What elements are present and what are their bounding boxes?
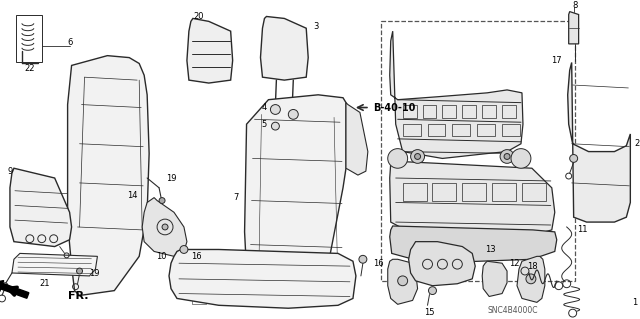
Circle shape [77, 268, 83, 274]
Polygon shape [390, 161, 555, 242]
Bar [452, 124, 470, 136]
Circle shape [411, 150, 424, 163]
Circle shape [429, 287, 436, 294]
Text: 22: 22 [24, 64, 35, 73]
Circle shape [415, 153, 420, 160]
Polygon shape [569, 11, 579, 44]
Text: FR.: FR. [68, 292, 88, 301]
Bar [502, 124, 520, 136]
Circle shape [159, 197, 165, 204]
Text: 1: 1 [632, 298, 637, 307]
Text: 16: 16 [191, 252, 202, 261]
Polygon shape [346, 103, 368, 175]
Bar [462, 183, 486, 201]
Circle shape [359, 256, 367, 263]
Circle shape [500, 150, 514, 163]
Text: 19: 19 [90, 270, 100, 278]
Circle shape [526, 274, 536, 284]
Bar [522, 183, 546, 201]
Text: 5: 5 [261, 120, 266, 129]
Bar [192, 297, 206, 304]
Polygon shape [260, 17, 308, 80]
Polygon shape [12, 253, 97, 276]
Bar [403, 183, 426, 201]
Bar [291, 297, 305, 304]
Text: 13: 13 [485, 245, 496, 254]
Circle shape [570, 154, 578, 162]
Text: 16: 16 [373, 259, 383, 268]
FancyArrow shape [0, 281, 29, 298]
Text: 18: 18 [527, 262, 537, 271]
Bar [403, 105, 417, 118]
Polygon shape [390, 226, 557, 263]
Polygon shape [388, 259, 417, 304]
Circle shape [180, 246, 188, 253]
Polygon shape [408, 242, 476, 286]
Text: 21: 21 [40, 279, 50, 288]
Text: 20: 20 [193, 12, 204, 21]
Text: 15: 15 [424, 308, 435, 317]
Bar [442, 105, 456, 118]
Bar [477, 124, 495, 136]
Circle shape [289, 109, 298, 119]
Text: 4: 4 [261, 103, 266, 112]
Circle shape [388, 149, 408, 168]
Text: 8: 8 [572, 1, 577, 10]
Bar [217, 297, 230, 304]
Bar [502, 105, 516, 118]
Polygon shape [482, 261, 507, 296]
Text: 12: 12 [509, 259, 520, 268]
Polygon shape [169, 249, 356, 308]
Polygon shape [68, 56, 149, 295]
Circle shape [271, 105, 280, 115]
Circle shape [397, 276, 408, 286]
Bar [403, 124, 420, 136]
Bar [266, 297, 280, 304]
Text: 7: 7 [233, 193, 239, 202]
Polygon shape [244, 95, 346, 299]
Polygon shape [517, 256, 545, 302]
Polygon shape [10, 168, 72, 247]
Text: B-40-10: B-40-10 [373, 102, 415, 113]
Circle shape [271, 122, 280, 130]
Text: 11: 11 [577, 226, 587, 234]
Text: 19: 19 [166, 174, 176, 182]
Circle shape [162, 224, 168, 230]
Bar [422, 105, 436, 118]
Text: 10: 10 [157, 252, 167, 261]
Text: 6: 6 [68, 38, 73, 48]
Bar [482, 105, 496, 118]
Text: SNC4B4000C: SNC4B4000C [488, 306, 538, 315]
Bar [381, 21, 575, 281]
Circle shape [504, 153, 510, 160]
Bar [316, 297, 330, 304]
Text: 9: 9 [8, 167, 13, 176]
Bar [492, 183, 516, 201]
Bar [462, 105, 476, 118]
Circle shape [511, 149, 531, 168]
Polygon shape [568, 63, 630, 222]
Bar [241, 297, 255, 304]
Polygon shape [187, 19, 233, 83]
Bar [433, 183, 456, 201]
Text: 14: 14 [127, 191, 137, 200]
Text: 3: 3 [313, 22, 319, 31]
Text: 2: 2 [634, 139, 639, 148]
Polygon shape [390, 31, 523, 159]
Bar [428, 124, 445, 136]
Polygon shape [142, 197, 187, 256]
Text: 17: 17 [551, 56, 562, 65]
